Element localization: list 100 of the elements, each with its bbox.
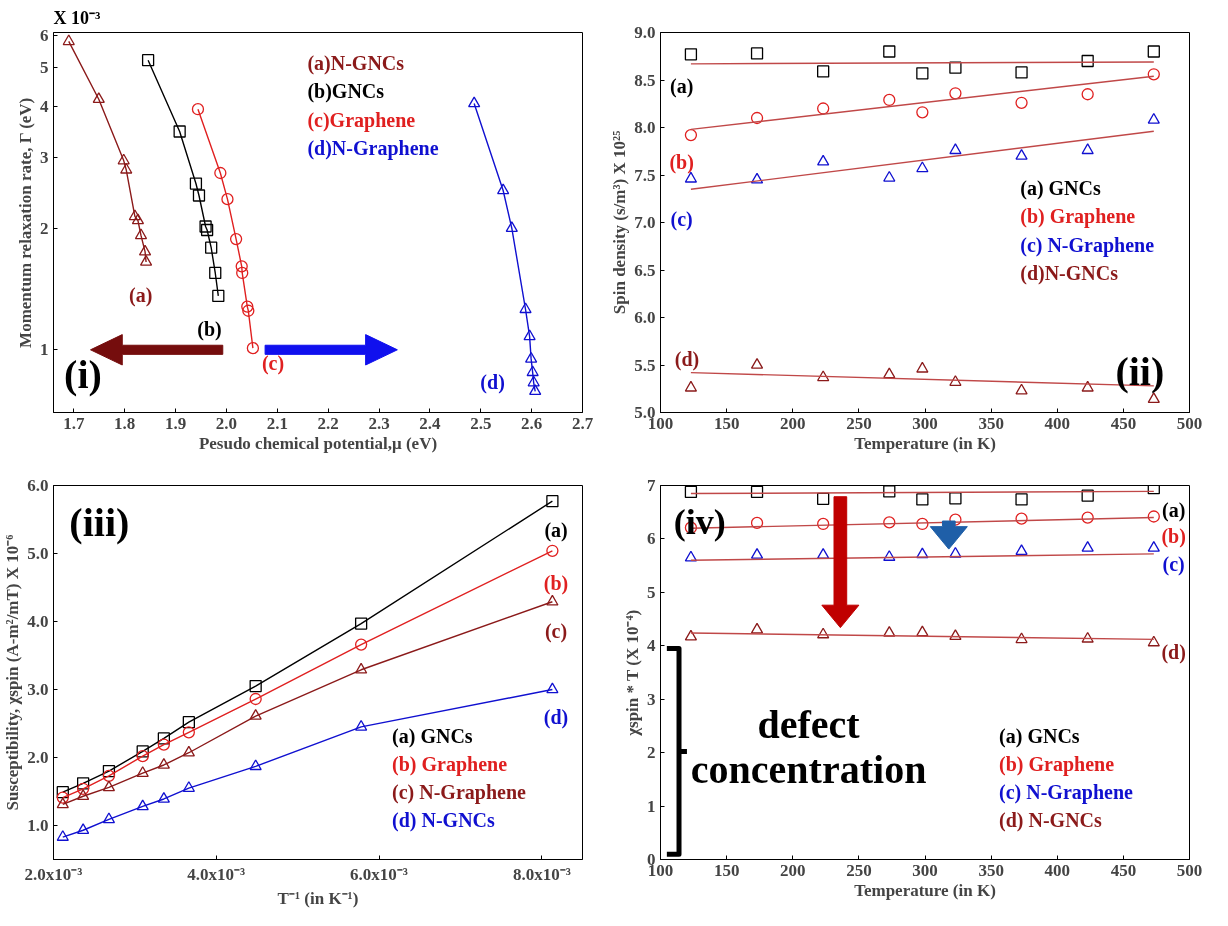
y-tick-label: 6.5: [634, 260, 656, 280]
x-axis-title: T⁻¹ (in K⁻¹): [277, 888, 359, 908]
y-tick-label: 9.0: [634, 23, 656, 42]
x-tick-label: 1.8: [114, 413, 136, 433]
text: (b) Graphene: [392, 752, 508, 776]
text: (b) Graphene: [999, 752, 1115, 776]
annotation: (c): [261, 352, 285, 376]
annotation: (b): [669, 150, 694, 174]
x-tick-label: 350: [978, 860, 1004, 880]
x-tick-label: 2.4: [419, 413, 442, 433]
text: (d)N-Graphene: [307, 137, 439, 160]
y-tick-label: 3: [40, 147, 49, 167]
y-tick-label: 1.0: [27, 816, 49, 835]
x-tick-label: 450: [1110, 413, 1137, 433]
x-tick-label: 2.0: [215, 413, 238, 433]
text: (b)GNCs: [307, 80, 385, 103]
text: (a)N-GNCs: [307, 51, 405, 75]
annotation: (iii): [69, 500, 130, 546]
annotation: (a): [1161, 498, 1186, 522]
y-axis-title: χspin * T (X 10⁻⁴): [623, 609, 642, 737]
annotation: (d): [543, 706, 569, 730]
x-tick-label: 400: [1044, 413, 1070, 433]
y-tick-label: 3: [647, 689, 656, 709]
text: (a) GNCs: [1020, 176, 1101, 200]
y-tick-label: 5.5: [634, 355, 656, 375]
y-axis-title: Susceptibility, χspin (A-m²/mT) X 10⁻⁶: [3, 534, 23, 811]
x-tick-label: 250: [846, 413, 872, 433]
x-tick-label: 450: [1110, 860, 1137, 880]
y-tick-label: 6.0: [634, 308, 656, 327]
x-tick-label: 350: [978, 413, 1004, 433]
y-tick-label: 5.0: [27, 544, 49, 563]
text: (c) N-Graphene: [392, 780, 527, 804]
x-tick-label: 500: [1176, 413, 1203, 433]
x-tick-label: 150: [713, 860, 740, 880]
y-tick-label: 2: [647, 743, 656, 763]
x-tick-label: 400: [1044, 860, 1070, 880]
x-tick-label: 1.9: [164, 413, 187, 433]
text: (b) Graphene: [1020, 205, 1136, 229]
y-tick-label: 8.0: [634, 118, 656, 137]
x-tick-label: 2.5: [470, 413, 492, 433]
x-tick-label: 2.7: [571, 413, 594, 433]
x-tick-label: 300: [912, 860, 938, 880]
text: (d) N-GNCs: [392, 809, 496, 833]
annotation: (c): [670, 207, 693, 231]
x-axis-title: Temperature (in K): [854, 433, 996, 453]
x-tick-label: 4.0x10⁻³: [187, 864, 246, 884]
annotation: (a): [129, 283, 153, 307]
y-tick-label: 3.0: [27, 680, 49, 699]
annotation: (d): [1161, 640, 1186, 664]
y-tick-label: 7.0: [634, 213, 656, 232]
y-tick-label: 2.0: [27, 748, 49, 767]
x-tick-label: 2.1: [266, 413, 288, 433]
y-axis-title: Momentum relaxation rate, Γ (eV): [16, 97, 35, 348]
x-tick-label: 2.6: [521, 413, 543, 433]
annotation: (i): [64, 352, 102, 398]
y-tick-label: 2: [40, 218, 49, 238]
y-axis-title: Spin density (s/m³) X 10²⁵: [610, 130, 630, 315]
y-tick-label: 6: [40, 25, 49, 45]
y-tick-label: 6: [647, 529, 656, 549]
x-tick-label: 500: [1176, 860, 1203, 880]
y-tick-label: 4.0: [27, 612, 49, 631]
text: (c) N-Graphene: [1020, 233, 1155, 257]
y-tick-label: 1: [647, 796, 656, 816]
text: X 10⁻³: [53, 7, 101, 28]
y-tick-label: 7.5: [634, 165, 656, 185]
y-tick-label: 8.5: [634, 70, 656, 90]
y-tick-label: 5: [647, 582, 656, 602]
y-tick-label: 7: [647, 476, 656, 495]
x-tick-label: 200: [780, 413, 806, 433]
y-tick-label: 4: [647, 636, 656, 656]
text: (c)Graphene: [307, 108, 416, 132]
annotation: (c): [1162, 553, 1185, 577]
annotation: (a): [670, 74, 694, 98]
x-tick-label: 250: [846, 860, 872, 880]
annotation: (c): [544, 620, 568, 644]
x-tick-label: 300: [912, 413, 938, 433]
y-tick-label: 6.0: [27, 476, 49, 495]
x-tick-label: 2.3: [368, 413, 390, 433]
annotation: (d): [480, 371, 505, 395]
text: (a) GNCs: [392, 724, 473, 748]
x-tick-label: 1.7: [63, 413, 85, 433]
text: (a) GNCs: [999, 724, 1080, 748]
x-axis-title: Temperature (in K): [854, 880, 996, 900]
annotation: (d): [674, 348, 700, 372]
annotation: (a): [544, 519, 568, 543]
x-axis-title: Pesudo chemical potential,μ (eV): [198, 433, 438, 453]
y-tick-label: 1: [40, 340, 49, 360]
text: (d)N-GNCs: [1020, 262, 1119, 286]
x-tick-label: 2.2: [317, 413, 339, 433]
annotation: defect concentration: [690, 702, 927, 793]
x-tick-label: 200: [780, 860, 806, 880]
y-tick-label: 5: [40, 57, 49, 77]
x-tick-label: 2.0x10⁻³: [24, 864, 83, 884]
annotation: (b): [543, 571, 569, 595]
x-tick-label: 6.0x10⁻³: [350, 864, 408, 884]
annotation: (b): [197, 317, 222, 341]
text: (c) N-Graphene: [999, 780, 1134, 804]
annotation: (b): [1161, 524, 1186, 548]
x-tick-label: 8.0x10⁻³: [512, 864, 571, 884]
y-tick-label: 4: [40, 97, 49, 117]
